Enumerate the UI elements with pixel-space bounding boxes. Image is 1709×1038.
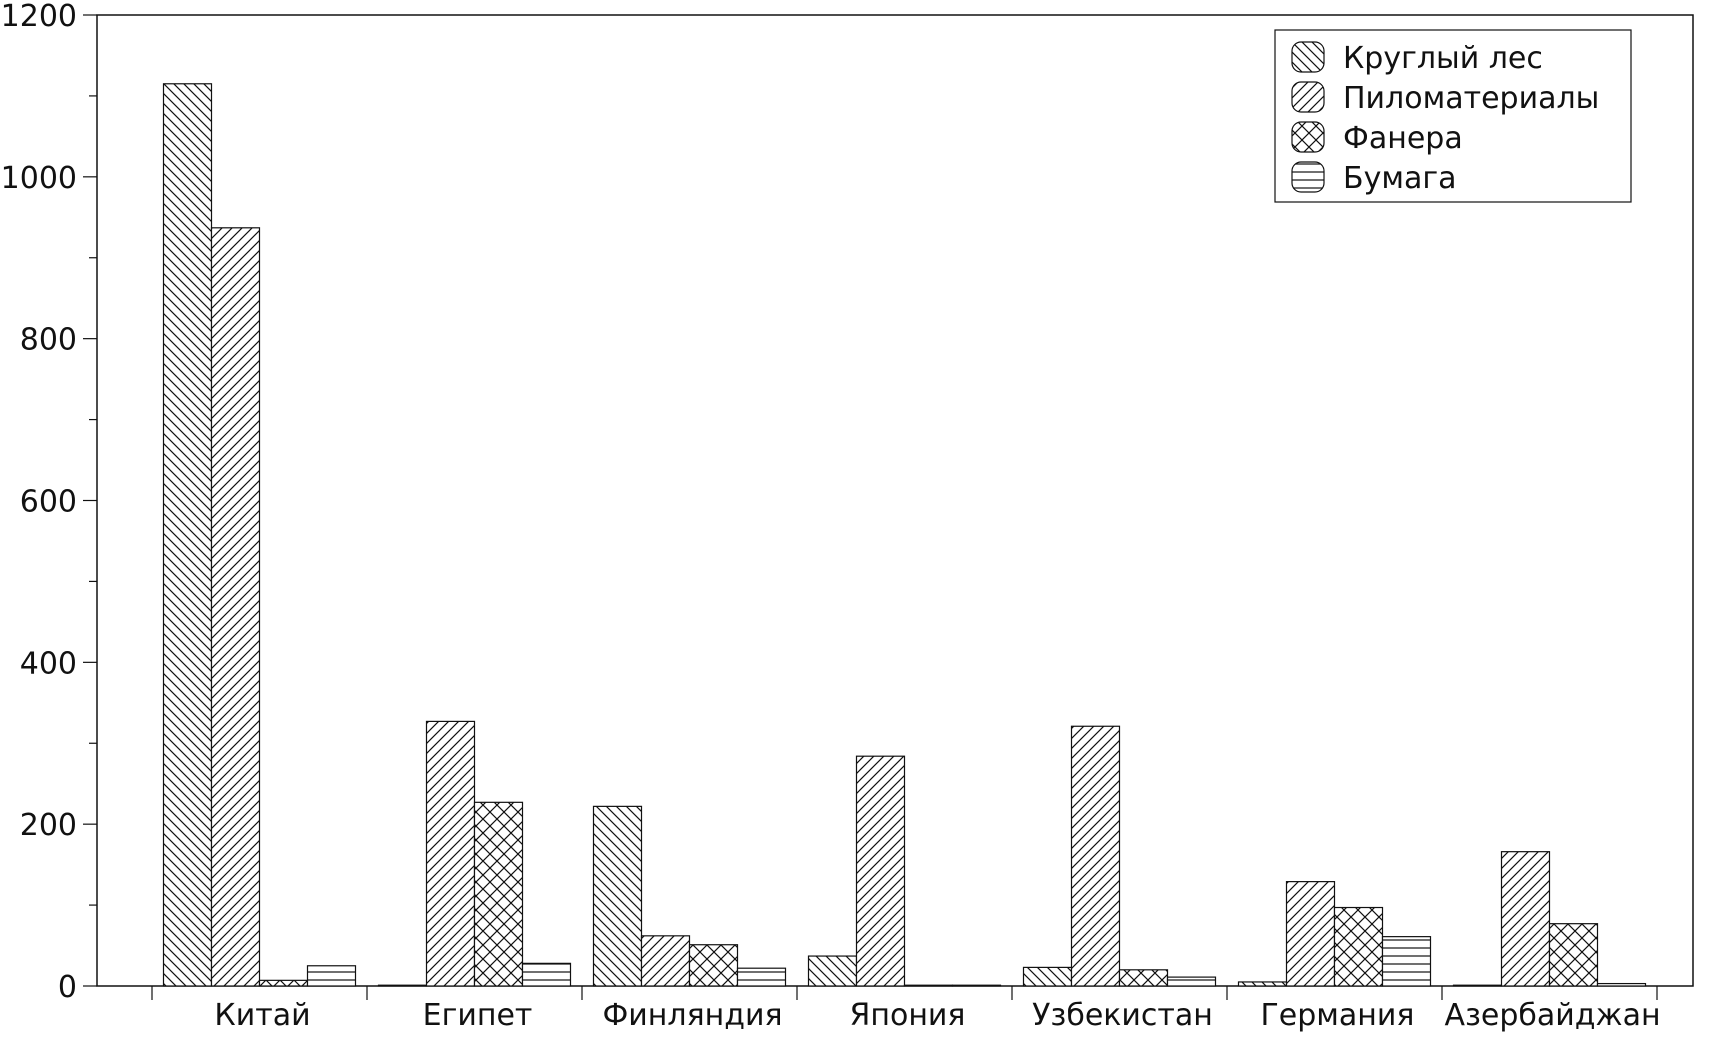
bar — [162, 83, 213, 987]
bar — [688, 944, 739, 987]
bar — [425, 720, 476, 987]
bar — [1237, 981, 1288, 987]
bar — [807, 955, 858, 987]
legend-label: Бумага — [1343, 161, 1457, 196]
bar — [592, 805, 643, 987]
y-tick-label: 1000 — [1, 161, 77, 196]
bar — [377, 984, 428, 987]
bar — [521, 962, 572, 987]
bar — [1333, 906, 1384, 987]
bar — [473, 801, 524, 987]
y-tick-label: 0 — [58, 970, 77, 1005]
x-category-label: Финляндия — [602, 998, 782, 1033]
bar — [306, 965, 357, 987]
bar — [640, 935, 691, 987]
bar — [855, 755, 906, 987]
legend-swatch — [1291, 121, 1325, 153]
bar — [1452, 984, 1503, 987]
x-category-label: Египет — [423, 998, 533, 1033]
bar — [1285, 881, 1336, 987]
bar — [1500, 851, 1551, 987]
bar — [1381, 936, 1432, 987]
bar — [1070, 725, 1121, 987]
legend-swatch — [1291, 81, 1325, 113]
bar — [210, 227, 261, 987]
x-category-label: Германия — [1261, 998, 1415, 1033]
legend-box — [1274, 29, 1632, 203]
x-category-label: Азербайджан — [1444, 998, 1660, 1033]
y-tick-label: 800 — [20, 323, 77, 358]
x-category-label: Япония — [850, 998, 966, 1033]
y-tick-label: 1200 — [1, 0, 77, 34]
legend-label: Фанера — [1343, 121, 1463, 156]
legend-label: Круглый лес — [1343, 41, 1543, 76]
bar — [1166, 976, 1217, 987]
bar — [951, 984, 1002, 987]
legend: Круглый лес Пиломатериалы Фанера Бумага — [1274, 29, 1632, 203]
legend-swatch — [1291, 41, 1325, 73]
y-tick-label: 600 — [20, 485, 77, 520]
bar — [258, 979, 309, 987]
bars-layer — [162, 83, 1647, 987]
y-tick-label: 200 — [20, 808, 77, 843]
bar — [903, 984, 954, 987]
x-category-label: Китай — [214, 998, 310, 1033]
bar — [1118, 969, 1169, 987]
bar — [1548, 923, 1599, 987]
legend-swatch — [1291, 161, 1325, 193]
bar — [1596, 982, 1647, 987]
y-tick-label: 400 — [20, 646, 77, 681]
bar — [1022, 966, 1073, 987]
legend-label: Пиломатериалы — [1343, 81, 1599, 116]
bar — [736, 967, 787, 987]
x-category-label: Узбекистан — [1032, 998, 1213, 1033]
